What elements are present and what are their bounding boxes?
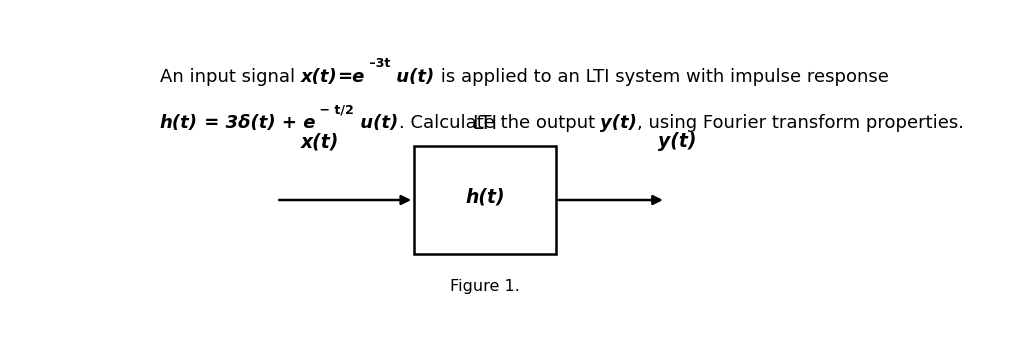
Bar — [414, 146, 555, 255]
Text: x(t): x(t) — [300, 132, 339, 151]
Text: . Calculate the output: . Calculate the output — [399, 114, 601, 132]
Text: x(t): x(t) — [300, 68, 338, 86]
Text: y(t): y(t) — [659, 132, 696, 151]
Text: u(t): u(t) — [354, 114, 399, 132]
Text: An input signal: An input signal — [160, 68, 300, 86]
Text: = 3δ(t) + e: = 3δ(t) + e — [198, 114, 316, 132]
Text: u(t): u(t) — [391, 68, 434, 86]
Text: h(t): h(t) — [160, 114, 198, 132]
Text: LTI: LTI — [472, 114, 497, 133]
Text: is applied to an LTI system with impulse response: is applied to an LTI system with impulse… — [434, 68, 888, 86]
Text: =e: =e — [338, 68, 365, 86]
Text: y(t): y(t) — [601, 114, 637, 132]
Text: , using Fourier transform properties.: , using Fourier transform properties. — [637, 114, 964, 132]
Text: − t/2: − t/2 — [316, 103, 354, 116]
Text: h(t): h(t) — [465, 188, 504, 207]
Text: Figure 1.: Figure 1. — [450, 280, 520, 294]
Text: –3t: –3t — [365, 57, 391, 70]
